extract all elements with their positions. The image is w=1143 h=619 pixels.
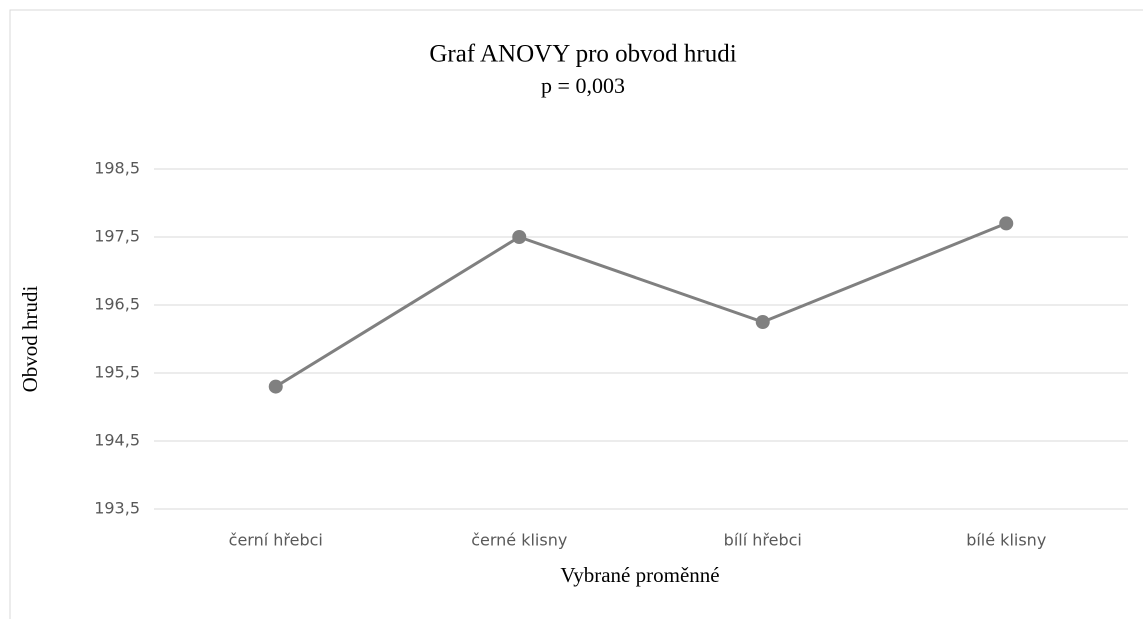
y-tick-label: 197,5 <box>94 227 140 246</box>
chart-subtitle: p = 0,003 <box>541 73 625 98</box>
chart-title: Graf ANOVY pro obvod hrudi <box>429 41 736 68</box>
y-axis-label: Obvod hrudi <box>18 285 42 392</box>
x-tick-label: černí hřebci <box>229 531 323 550</box>
marker <box>268 379 283 394</box>
marker <box>755 315 770 329</box>
x-axis-label: Vybrané proměnné <box>560 563 719 587</box>
x-tick-label: černé klisny <box>471 531 567 550</box>
marker <box>999 216 1014 231</box>
y-tick-label: 194,5 <box>94 431 140 450</box>
y-tick-label: 196,5 <box>94 295 140 314</box>
chart-border <box>9 9 1143 619</box>
y-tick-label: 193,5 <box>94 499 140 518</box>
line <box>274 222 1007 388</box>
marker <box>512 230 527 244</box>
y-tick-label: 198,5 <box>94 159 140 178</box>
y-tick-label: 195,5 <box>94 363 140 382</box>
x-tick-label: bílé klisny <box>966 531 1046 550</box>
x-tick-label: bílí hřebci <box>724 531 802 550</box>
